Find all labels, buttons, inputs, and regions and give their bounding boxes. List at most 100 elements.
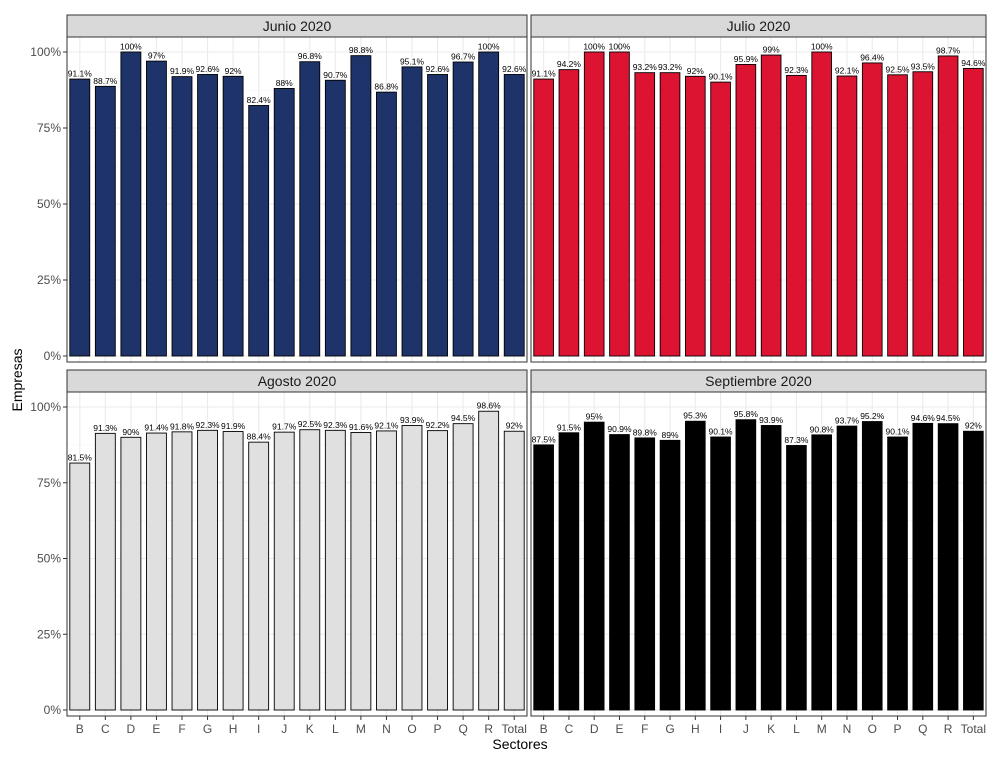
data-label: 94.2% [557, 59, 582, 69]
x-tick-label: I [257, 722, 260, 736]
bar [350, 55, 372, 357]
data-label: 100% [583, 42, 605, 52]
bar [120, 436, 142, 711]
bar [684, 75, 706, 357]
data-label: 96.8% [298, 51, 323, 61]
data-label: 93.2% [658, 62, 683, 72]
bar [452, 423, 474, 711]
data-label: 90.1% [709, 426, 734, 436]
bar [503, 74, 525, 357]
facet-title: Septiembre 2020 [705, 373, 812, 389]
data-label: 88% [276, 78, 293, 88]
data-label: 81.5% [68, 453, 93, 463]
bar [887, 74, 908, 357]
x-tick-label: D [127, 722, 136, 736]
data-label: 92% [687, 66, 704, 76]
x-tick-label: K [306, 722, 314, 736]
bar [710, 436, 731, 711]
data-label: 96.4% [860, 52, 885, 62]
data-label: 99% [763, 45, 780, 55]
facet-strip [66, 14, 528, 38]
bar [609, 51, 630, 357]
data-label: 95.1% [400, 56, 425, 66]
data-label: 98.8% [349, 45, 374, 55]
data-label: 100% [811, 42, 833, 52]
panel-background [67, 37, 527, 362]
bar [94, 432, 116, 711]
data-label: 87.5% [532, 434, 557, 444]
bar [350, 432, 372, 711]
data-label: 88.4% [247, 432, 272, 442]
bar [811, 51, 833, 357]
data-label: 95% [586, 412, 603, 422]
data-label: 93.7% [835, 416, 860, 426]
y-tick-label: 100% [30, 45, 61, 59]
bar [937, 55, 959, 357]
data-label: 95.9% [734, 54, 759, 64]
bar [376, 430, 397, 711]
data-label: 94.6% [911, 413, 936, 423]
data-label: 92.6% [426, 64, 451, 74]
data-label: 94.6% [961, 58, 986, 68]
bar [324, 79, 346, 357]
data-label: 86.8% [374, 82, 399, 92]
bar [146, 60, 167, 357]
x-tick-label: J [281, 722, 287, 736]
facet-strip [66, 369, 528, 393]
bar [634, 437, 656, 711]
data-label: 92% [225, 66, 242, 76]
data-label: 92.6% [196, 64, 221, 74]
bar [735, 419, 757, 711]
data-label: 92.3% [784, 65, 809, 75]
data-label: 92.5% [298, 419, 323, 429]
bar [786, 74, 807, 357]
data-label: 90.1% [709, 72, 734, 82]
bar [861, 62, 883, 357]
bar [861, 421, 883, 711]
bar [69, 462, 91, 711]
bar [659, 72, 681, 357]
x-tick-label: P [894, 722, 902, 736]
x-tick-label: H [691, 722, 700, 736]
x-tick-label: I [719, 722, 722, 736]
bar [684, 420, 706, 711]
bar [912, 422, 934, 711]
data-label: 92.2% [426, 420, 451, 430]
bar [146, 432, 167, 711]
data-label: 90.1% [885, 426, 910, 436]
x-tick-label: Q [918, 722, 927, 736]
data-label: 92.1% [374, 420, 399, 430]
x-tick-label: R [944, 722, 953, 736]
bar [299, 61, 321, 357]
data-label: 90.9% [607, 424, 632, 434]
data-label: 97% [148, 51, 165, 61]
bar [171, 431, 193, 711]
bar [273, 88, 295, 357]
x-tick-label: K [767, 722, 775, 736]
data-label: 91.9% [221, 421, 246, 431]
y-axis-title: Empresas [9, 348, 25, 411]
bar [478, 51, 500, 357]
bar [583, 51, 605, 357]
bar [760, 54, 782, 357]
y-tick-label: 25% [37, 627, 61, 641]
data-label: 91.7% [272, 422, 297, 432]
bar [299, 429, 321, 711]
data-label: 90.8% [810, 424, 835, 434]
data-label: 91.3% [93, 423, 118, 433]
data-label: 91.1% [532, 69, 557, 79]
bar [786, 445, 807, 711]
data-label: 96.7% [451, 52, 476, 62]
x-tick-label: O [407, 722, 416, 736]
y-tick-label: 75% [37, 476, 61, 490]
bar [811, 434, 833, 711]
x-tick-label: N [382, 722, 391, 736]
x-tick-label: B [76, 722, 84, 736]
data-label: 89% [662, 430, 679, 440]
data-label: 87.3% [784, 435, 809, 445]
bar [197, 74, 218, 357]
data-label: 95.8% [734, 409, 759, 419]
x-tick-label: C [565, 722, 574, 736]
bar [609, 434, 630, 711]
